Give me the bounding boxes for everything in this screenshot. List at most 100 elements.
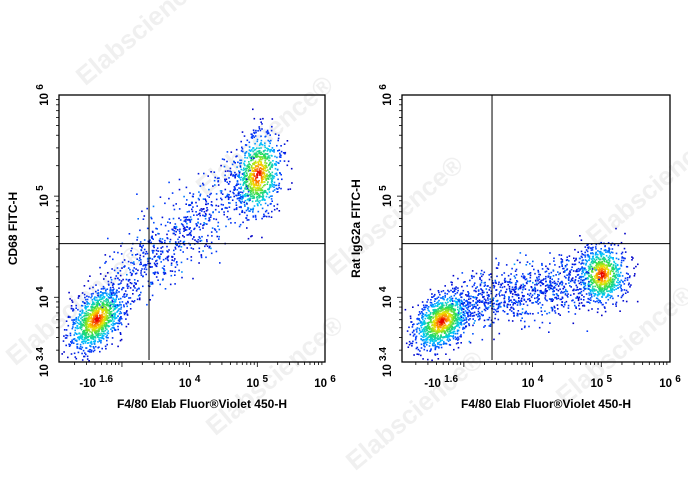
event-point: [609, 297, 612, 299]
event-point: [588, 259, 590, 262]
event-point: [270, 181, 273, 183]
event-point: [245, 188, 248, 190]
event-point: [168, 181, 170, 184]
event-point: [619, 274, 621, 277]
event-point: [263, 157, 265, 159]
event-point: [601, 270, 603, 273]
event-point: [599, 301, 601, 303]
event-point: [458, 319, 461, 321]
event-point: [99, 315, 101, 317]
event-point: [581, 294, 583, 296]
event-point: [581, 272, 583, 275]
event-point: [126, 314, 129, 316]
event-point: [154, 255, 156, 258]
event-point: [467, 314, 470, 317]
event-point: [441, 303, 443, 306]
event-point: [537, 296, 539, 298]
event-point: [255, 182, 257, 185]
event-point: [425, 328, 428, 331]
event-point: [497, 305, 500, 308]
event-point: [243, 174, 245, 176]
event-point: [160, 223, 162, 226]
event-point: [415, 341, 418, 344]
event-point: [597, 308, 599, 310]
event-point: [286, 164, 289, 167]
event-point: [573, 301, 576, 304]
event-point: [511, 267, 513, 270]
event-point: [245, 202, 248, 204]
event-point: [240, 196, 243, 198]
event-point: [450, 315, 452, 317]
event-point: [601, 262, 603, 265]
event-point: [166, 237, 169, 240]
event-point: [256, 140, 259, 143]
event-point: [263, 191, 265, 194]
event-point: [95, 309, 97, 312]
event-point: [72, 321, 75, 323]
event-point: [83, 315, 85, 317]
event-point: [602, 283, 604, 285]
event-point: [155, 260, 157, 262]
event-point: [220, 203, 223, 206]
event-point: [624, 292, 627, 294]
event-point: [171, 256, 174, 258]
event-point: [200, 256, 203, 259]
event-point: [268, 188, 270, 191]
event-point: [420, 324, 422, 327]
event-point: [598, 267, 601, 270]
event-point: [447, 324, 450, 326]
event-point: [142, 285, 144, 288]
event-point: [245, 217, 247, 219]
event-point: [87, 333, 90, 335]
event-point: [429, 342, 431, 344]
event-point: [455, 297, 458, 300]
event-point: [157, 250, 160, 252]
event-point: [255, 218, 257, 221]
event-point: [531, 302, 533, 304]
event-point: [186, 216, 189, 218]
event-point: [418, 332, 421, 335]
event-point: [86, 303, 88, 305]
event-point: [142, 251, 145, 254]
event-point: [591, 252, 594, 254]
event-point: [94, 325, 97, 327]
event-point: [149, 257, 152, 260]
event-point: [203, 215, 206, 217]
event-point: [242, 182, 245, 185]
event-point: [224, 207, 227, 209]
event-point: [600, 275, 603, 277]
event-point: [452, 316, 454, 318]
event-point: [529, 280, 532, 282]
event-point: [179, 228, 181, 231]
event-point: [143, 271, 146, 273]
event-point: [78, 337, 81, 339]
event-point: [120, 306, 123, 309]
event-point: [423, 343, 426, 345]
event-point: [260, 171, 262, 173]
event-point: [531, 288, 534, 291]
event-point: [427, 309, 430, 311]
event-point: [434, 293, 436, 296]
event-point: [92, 310, 95, 313]
event-point: [411, 345, 413, 347]
event-point: [542, 292, 545, 295]
event-point: [259, 184, 262, 186]
event-point: [419, 331, 422, 333]
event-point: [598, 278, 600, 281]
event-point: [75, 318, 77, 320]
event-point: [585, 262, 587, 265]
event-point: [510, 273, 512, 275]
event-point: [69, 298, 71, 300]
event-point: [478, 312, 481, 314]
event-point: [115, 289, 118, 291]
event-point: [450, 281, 452, 283]
event-point: [269, 174, 271, 176]
event-point: [234, 176, 236, 179]
event-point: [459, 335, 461, 338]
event-point: [106, 332, 109, 334]
event-point: [103, 296, 105, 299]
event-point: [489, 323, 492, 326]
event-point: [239, 183, 242, 186]
event-point: [582, 275, 584, 278]
event-point: [244, 181, 247, 184]
